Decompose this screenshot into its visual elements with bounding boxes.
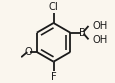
Text: OH: OH (91, 21, 107, 31)
Text: Cl: Cl (48, 2, 58, 12)
Text: O: O (24, 47, 32, 57)
Text: F: F (50, 72, 56, 82)
Text: B: B (78, 28, 85, 38)
Text: OH: OH (91, 35, 107, 45)
